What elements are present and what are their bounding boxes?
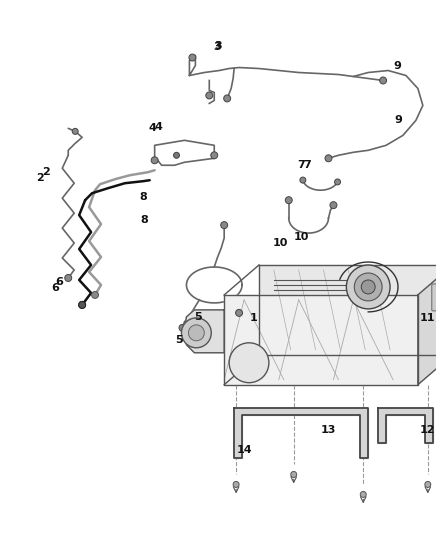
Text: 3: 3 — [214, 41, 222, 51]
Circle shape — [151, 157, 158, 164]
Text: 12: 12 — [420, 425, 435, 434]
Circle shape — [285, 197, 292, 204]
Text: 2: 2 — [42, 167, 50, 177]
Circle shape — [229, 343, 269, 383]
Circle shape — [79, 301, 85, 309]
Text: 9: 9 — [394, 115, 402, 125]
Text: 7: 7 — [304, 160, 311, 170]
Text: 8: 8 — [141, 215, 148, 225]
Text: 5: 5 — [176, 335, 183, 345]
Text: 8: 8 — [140, 192, 148, 202]
Circle shape — [181, 318, 211, 348]
Text: 10: 10 — [294, 232, 309, 242]
Text: 11: 11 — [420, 313, 435, 323]
Circle shape — [72, 128, 78, 134]
Circle shape — [188, 325, 204, 341]
Text: 9: 9 — [393, 61, 401, 70]
Circle shape — [233, 481, 239, 487]
Polygon shape — [224, 295, 418, 385]
Circle shape — [206, 92, 213, 99]
Circle shape — [330, 201, 337, 208]
Polygon shape — [259, 265, 438, 355]
Circle shape — [291, 472, 297, 478]
Circle shape — [335, 179, 340, 185]
Circle shape — [361, 280, 375, 294]
Text: 6: 6 — [51, 283, 59, 293]
Circle shape — [179, 325, 186, 332]
Circle shape — [173, 152, 180, 158]
FancyBboxPatch shape — [432, 284, 438, 311]
Text: 6: 6 — [55, 277, 63, 287]
Circle shape — [189, 54, 196, 61]
Polygon shape — [234, 408, 368, 457]
Circle shape — [211, 152, 218, 159]
Text: 2: 2 — [36, 173, 44, 183]
Circle shape — [300, 177, 306, 183]
Circle shape — [346, 265, 390, 309]
Circle shape — [65, 274, 72, 281]
Circle shape — [325, 155, 332, 162]
Polygon shape — [184, 310, 224, 353]
Text: 7: 7 — [297, 160, 304, 170]
Text: 10: 10 — [273, 238, 289, 248]
Circle shape — [224, 95, 231, 102]
Circle shape — [92, 292, 99, 298]
Circle shape — [221, 222, 228, 229]
Circle shape — [425, 481, 431, 487]
Text: 14: 14 — [236, 445, 252, 455]
Circle shape — [236, 309, 243, 317]
Circle shape — [354, 273, 382, 301]
Text: 5: 5 — [194, 312, 202, 322]
Text: 3: 3 — [213, 42, 221, 52]
Circle shape — [380, 77, 387, 84]
Polygon shape — [378, 408, 433, 442]
Text: 1: 1 — [250, 313, 258, 323]
Text: 4: 4 — [155, 123, 162, 132]
Circle shape — [360, 491, 366, 497]
Circle shape — [79, 301, 85, 309]
Text: 4: 4 — [149, 123, 157, 133]
Text: 13: 13 — [321, 425, 336, 434]
Polygon shape — [418, 265, 438, 385]
